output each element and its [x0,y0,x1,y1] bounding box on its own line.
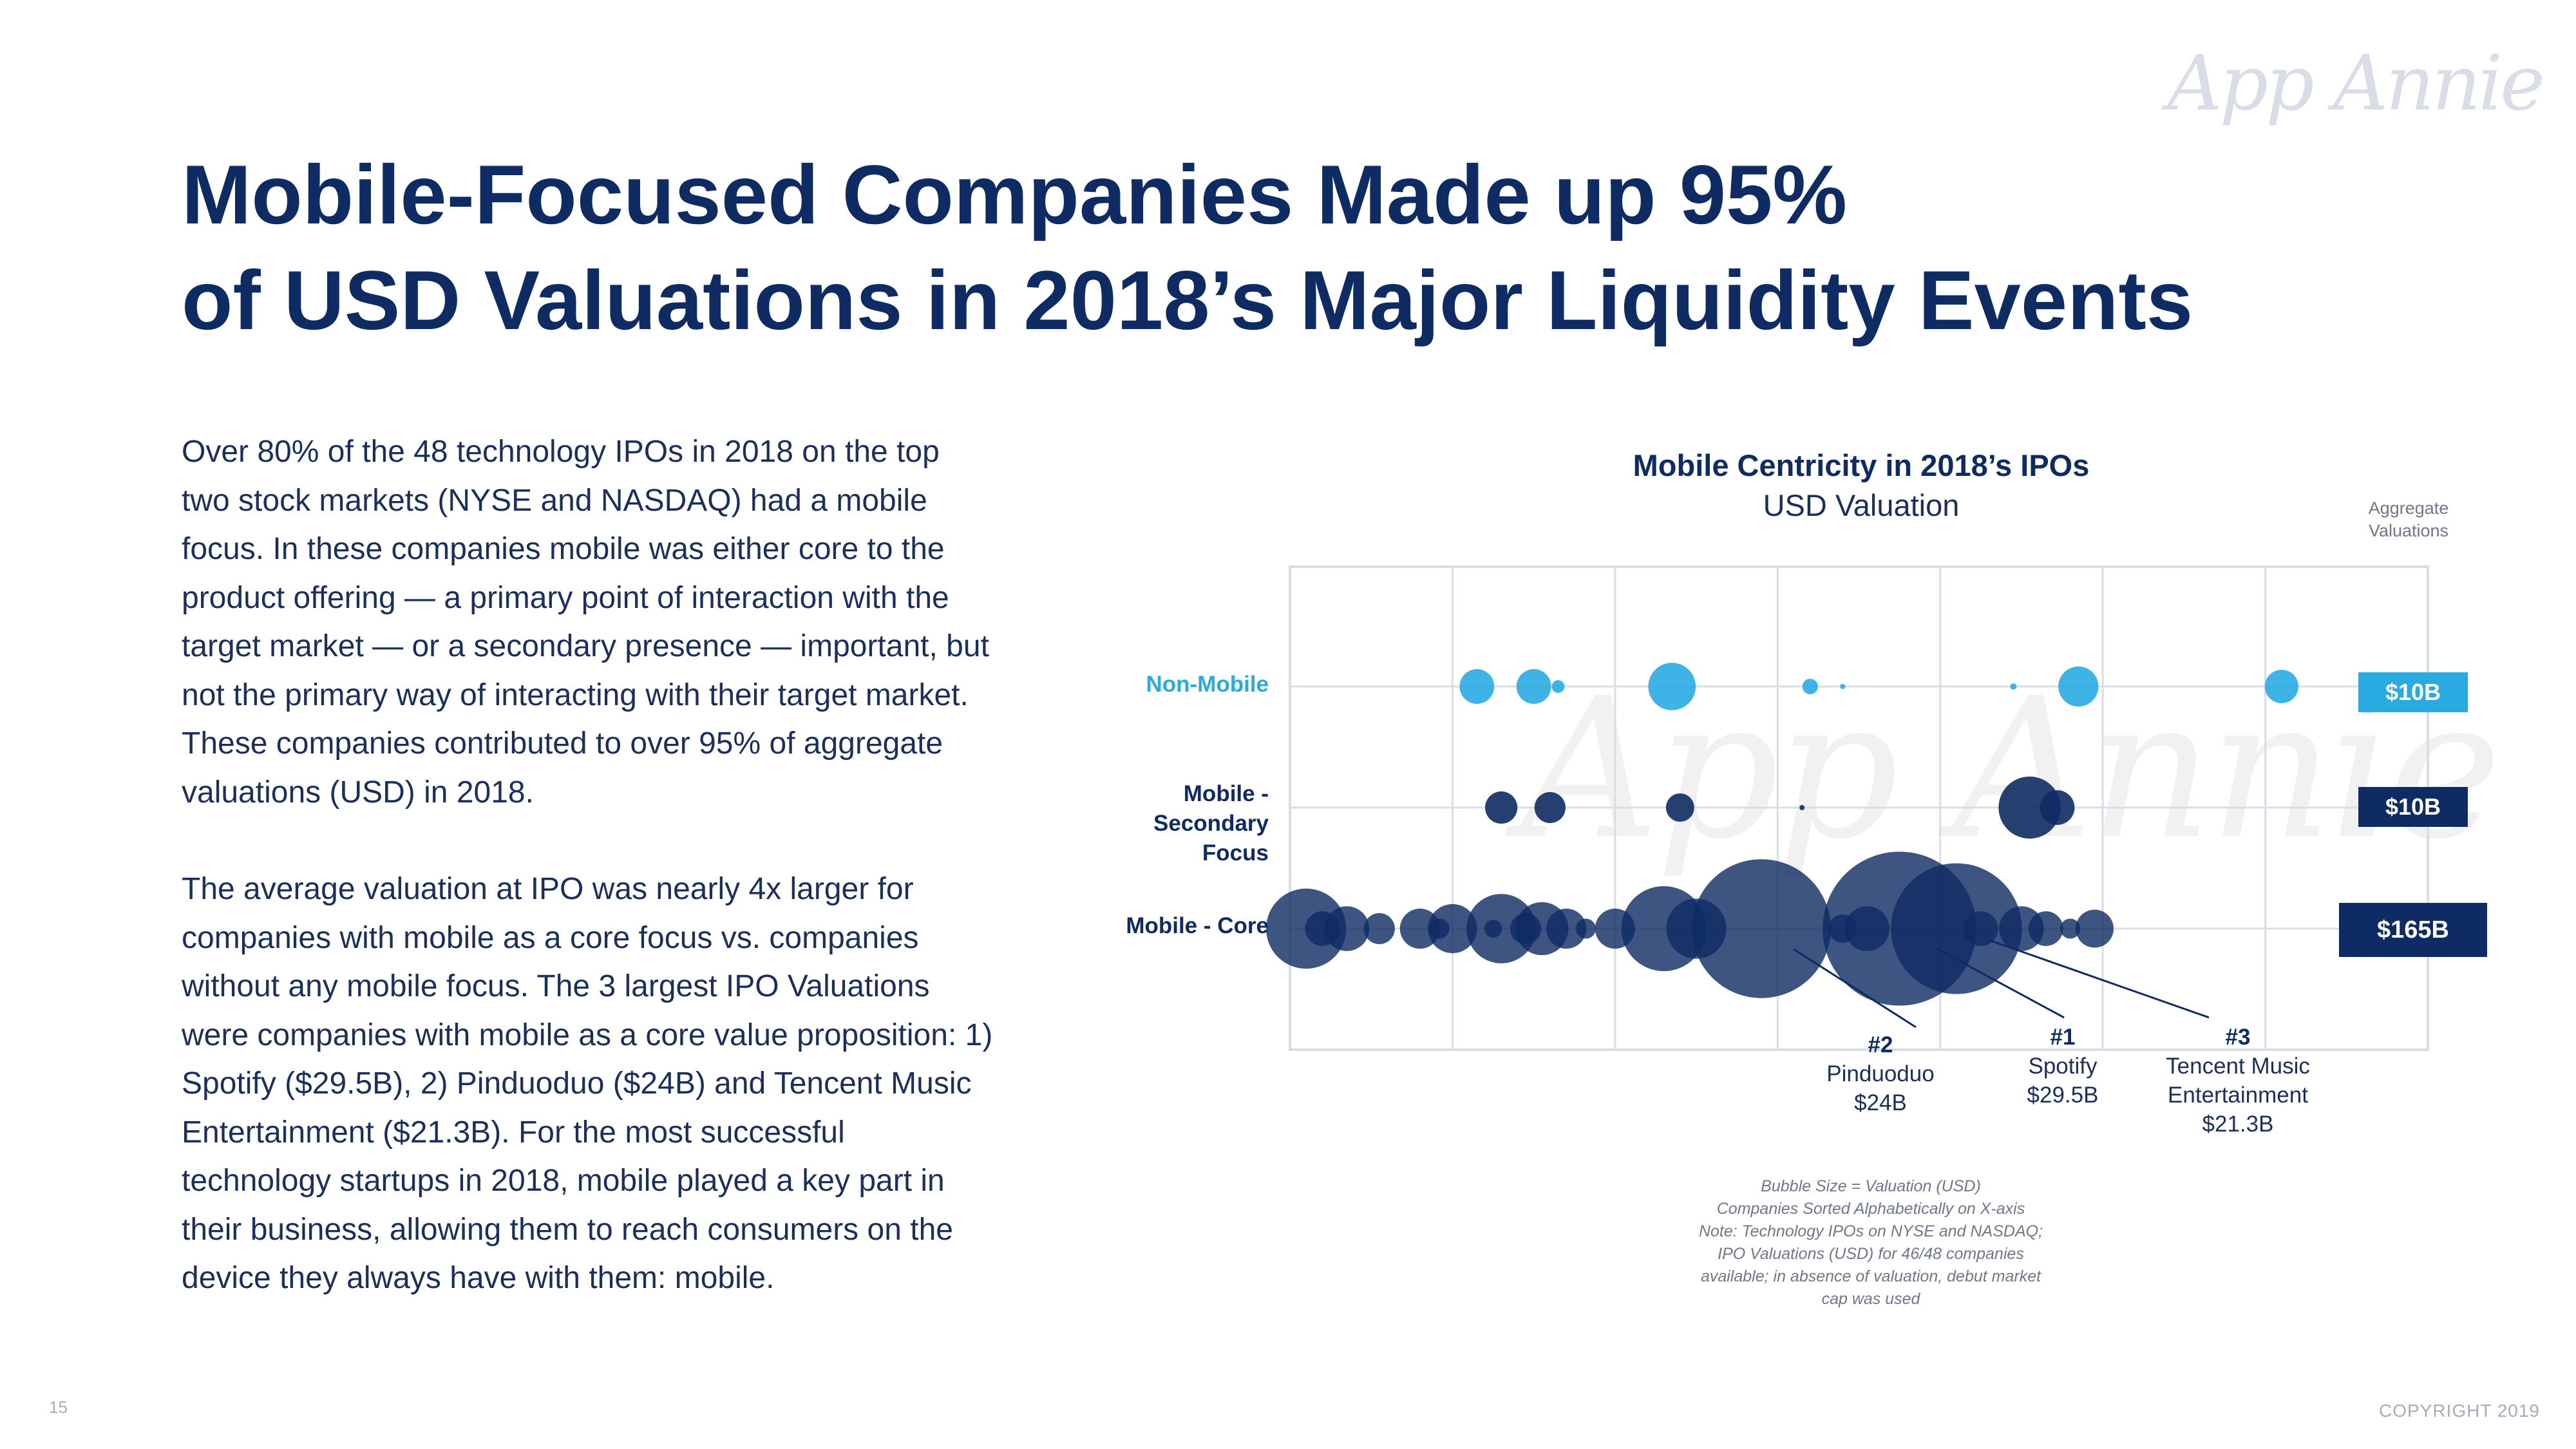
bubble-mobile-core [1428,904,1477,954]
category-label-mobile-core: Mobile - Core [1126,913,1269,938]
copyright: COPYRIGHT 2019 [2378,1401,2540,1421]
bubble-mobile-core-tencent-music-entertainment [1891,863,2022,994]
bubble-mobile-core [1399,908,1441,949]
bubble-non-mobile [1516,669,1551,704]
callout-name: Pinduoduo [1826,1061,1935,1086]
callout-pinduoduo: #2 Pinduoduo $24B [1784,1030,1977,1117]
bubble-mobile-core [1324,906,1370,951]
aggregate-non-mobile: $10B [2358,672,2468,712]
aggregate-header-line-1: Aggregate [2368,498,2449,518]
callout-spotify: #1 Spotify $29.5B [1966,1023,2159,1110]
callout-rank: #2 [1868,1032,1893,1057]
bubble-mobile-core [1963,911,1998,946]
leader-rank-2 [1793,948,1917,1028]
leader-rank-1 [1936,947,2065,1019]
chart-notes: Bubble Size = Valuation (USD) Companies … [1639,1175,2103,1311]
chart-subtitle: USD Valuation [1763,488,1960,522]
callout-name: Spotify [2028,1054,2098,1079]
category-label-mobile-secondary: Mobile - Secondary Focus [1153,781,1269,866]
bubble-mobile-core-pinduoduo [1692,859,1831,998]
bubble-non-mobile [2010,683,2017,690]
paragraph-2: The average valuation at IPO was nearly … [182,872,993,1295]
note-line: Note: Technology IPOs on NYSE and NASDAQ… [1698,1222,2043,1240]
bubble-mobile-core [1575,918,1596,939]
chart-title: Mobile Centricity in 2018’s IPOs [1633,448,2090,482]
bubble-mobile-core [1546,908,1587,949]
callout-value: $29.5B [2027,1083,2099,1108]
bubble-mobile-core [2076,909,2114,948]
bubble-non-mobile [2058,666,2099,707]
note-line: IPO Valuations (USD) for 46/48 companies [1718,1245,2024,1263]
aggregate-mobile-secondary: $10B [2358,787,2468,827]
page-number: 15 [49,1397,68,1417]
bubble-mobile-core [1466,894,1537,963]
bubble-mobile-secondary [1534,791,1566,824]
bubble-mobile-secondary [1799,805,1805,810]
bubble-non-mobile [1551,680,1565,693]
bubble-non-mobile [1459,669,1495,704]
bubble-mobile-core [2028,911,2063,946]
page-title: Mobile-Focused Companies Made up 95% of … [182,142,2436,353]
bubble-non-mobile [1802,678,1818,695]
bubble-mobile-secondary [1998,776,2061,839]
leader-rank-3 [1990,940,2210,1019]
bubble-non-mobile [2264,669,2298,704]
bubble-layer [1266,663,2298,1006]
bubble-mobile-core [1363,913,1395,945]
category-label-non-mobile: Non-Mobile [1146,672,1269,697]
bubble-mobile-core [2060,918,2081,939]
bubble-mobile-secondary [1665,793,1694,822]
aggregate-mobile-core: $165B [2339,903,2487,957]
aggregate-header-line-2: Valuations [2368,521,2449,540]
callout-value: $21.3B [2202,1112,2274,1137]
note-line: Companies Sorted Alphabetically on X-axi… [1716,1200,2025,1218]
bubble-mobile-secondary [1485,791,1518,824]
title-line-1: Mobile-Focused Companies Made up 95% [182,147,1847,242]
note-line: available; in absence of valuation, debu… [1700,1267,2041,1285]
paragraph-1: Over 80% of the 48 technology IPOs in 20… [182,435,989,810]
callout-leaders [1793,940,2210,1028]
bubble-mobile-secondary [2040,790,2075,825]
callout-name: Tencent Music Entertainment [2166,1054,2310,1108]
body-text: Over 80% of the 48 technology IPOs in 20… [182,428,993,1303]
note-line: cap was used [1821,1290,1920,1308]
callout-value: $24B [1854,1090,1907,1115]
bubble-non-mobile [1648,663,1696,710]
app-annie-logo: App Annie [2167,39,2545,128]
callout-rank: #1 [2050,1025,2076,1050]
title-line-2: of USD Valuations in 2018’s Major Liquid… [182,253,2193,347]
callout-tencent-music: #3 Tencent Music Entertainment $21.3B [2145,1023,2331,1139]
aggregate-valuations-header: Aggregate Valuations [2344,497,2473,542]
bubble-non-mobile [1840,684,1846,689]
callout-rank: #3 [2225,1025,2251,1050]
note-line: Bubble Size = Valuation (USD) [1761,1177,1981,1195]
